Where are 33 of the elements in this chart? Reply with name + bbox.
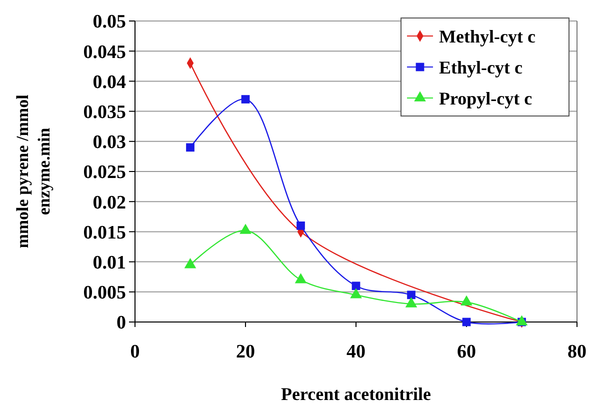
y-tick-label: 0.01: [92, 252, 126, 274]
point: [352, 282, 360, 290]
legend-label: Methyl-cyt c: [439, 26, 536, 46]
legend-label: Ethyl-cyt c: [439, 57, 522, 78]
point: [350, 288, 362, 298]
y-tick-label: 0.03: [92, 132, 126, 154]
y-tick-label: 0.025: [83, 162, 126, 184]
y-axis-title: mmole pyrene /mmol enzyme.min: [13, 94, 54, 248]
x-tick-label: 80: [568, 342, 586, 363]
point: [405, 297, 418, 308]
point: [241, 95, 250, 104]
y-tick-label: 0: [116, 312, 126, 334]
point: [462, 318, 471, 326]
point: [184, 258, 196, 268]
point: [294, 273, 307, 284]
y-tick-label: 0.015: [83, 222, 126, 244]
y-tick-label: 0.035: [83, 102, 126, 123]
point: [460, 295, 472, 306]
x-tick-label: 60: [457, 342, 476, 363]
point: [516, 315, 528, 326]
x-axis-title: Percent acetonitrile: [280, 384, 432, 404]
point: [186, 143, 194, 152]
y-tick-label: 0.05: [92, 12, 126, 33]
point: [240, 224, 252, 234]
x-tick-label: 40: [346, 342, 366, 363]
y-tick-label: 0.02: [92, 192, 126, 214]
y-tick-label: 0.045: [83, 42, 126, 63]
point: [407, 290, 416, 300]
y-tick-label: 0.005: [83, 282, 126, 304]
x-tick-label: 0: [130, 342, 140, 363]
x-tick-label: 20: [236, 342, 255, 363]
y-tick-label: 0.04: [92, 72, 126, 93]
legend-label: Propyl-cyt c: [439, 88, 532, 108]
